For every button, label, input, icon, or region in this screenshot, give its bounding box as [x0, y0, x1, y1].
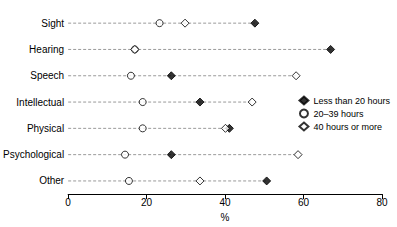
svg-text:60: 60	[298, 197, 310, 208]
svg-text:Sight: Sight	[41, 18, 64, 29]
svg-text:Less than 20 hours: Less than 20 hours	[313, 96, 390, 106]
svg-text:%: %	[221, 212, 230, 223]
svg-text:Other: Other	[39, 175, 65, 186]
svg-text:40: 40	[220, 197, 232, 208]
svg-text:20–39 hours: 20–39 hours	[313, 109, 364, 119]
svg-text:Psychological: Psychological	[3, 149, 64, 160]
svg-text:40 hours or more: 40 hours or more	[313, 122, 382, 132]
svg-text:Intellectual: Intellectual	[16, 97, 64, 108]
svg-text:20: 20	[141, 197, 153, 208]
svg-text:0: 0	[65, 197, 71, 208]
svg-text:80: 80	[376, 197, 388, 208]
svg-text:Hearing: Hearing	[29, 44, 64, 55]
svg-text:Speech: Speech	[30, 70, 64, 81]
svg-text:Physical: Physical	[27, 123, 64, 134]
